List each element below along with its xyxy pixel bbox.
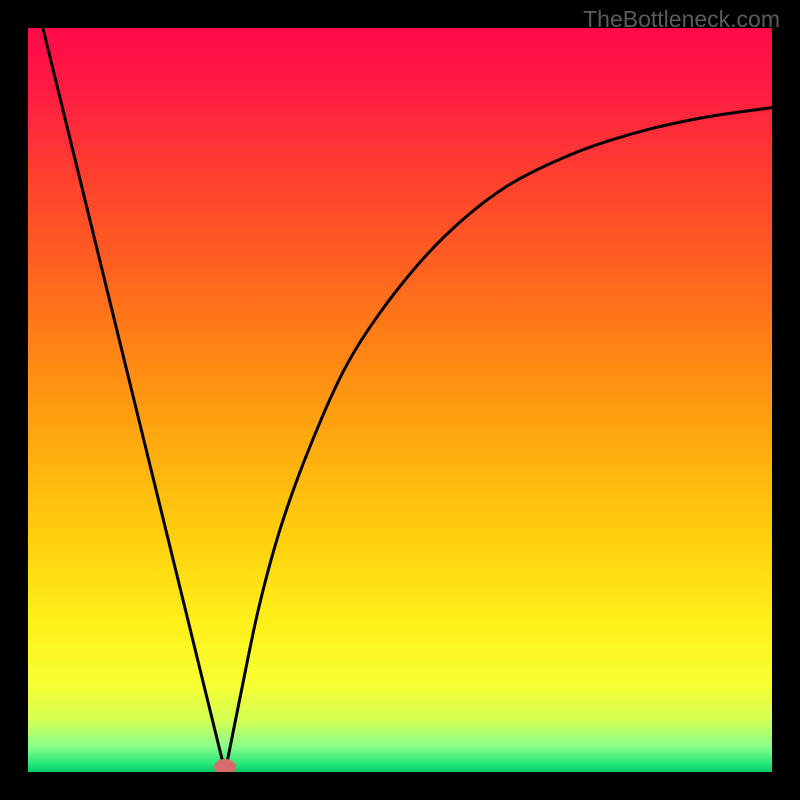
optimal-point-marker (214, 759, 236, 772)
bottleneck-curve (43, 28, 772, 772)
chart-container: TheBottleneck.com (0, 0, 800, 800)
watermark-text: TheBottleneck.com (583, 6, 780, 33)
plot-area (28, 28, 772, 772)
curve-svg (28, 28, 772, 772)
